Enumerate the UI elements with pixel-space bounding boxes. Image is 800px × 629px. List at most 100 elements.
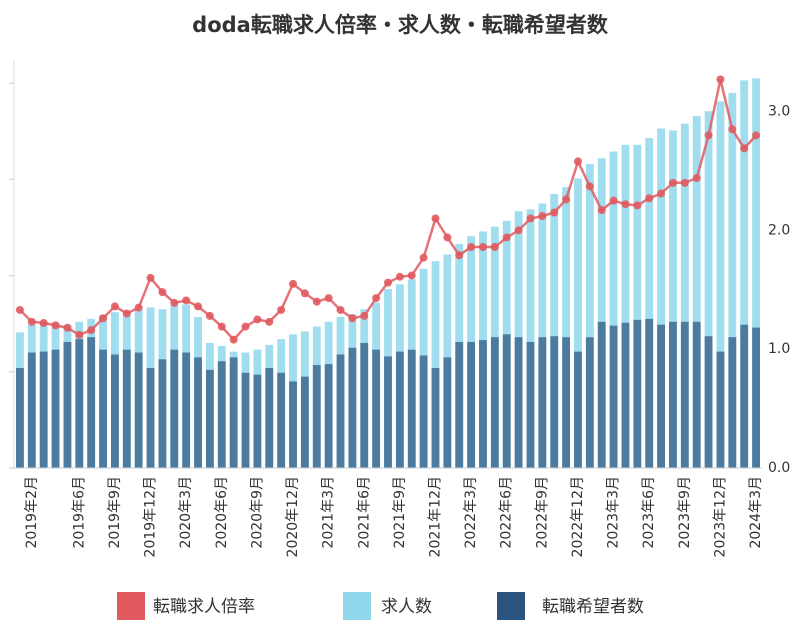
bar (550, 193, 559, 468)
bar (692, 115, 701, 468)
line-marker (63, 323, 72, 332)
bar (348, 347, 357, 468)
line-marker (621, 200, 630, 209)
bar (360, 342, 369, 468)
bar (431, 261, 440, 468)
bar (443, 357, 452, 468)
line-marker (657, 189, 666, 198)
line-marker (300, 289, 309, 298)
line-marker (573, 157, 582, 166)
line-marker (15, 305, 24, 314)
bar (27, 352, 36, 468)
line-marker (716, 75, 725, 84)
line-marker (407, 271, 416, 280)
line-marker (550, 208, 559, 217)
line-marker (336, 305, 345, 314)
line-marker (122, 309, 131, 318)
bar (51, 349, 60, 468)
bar (265, 367, 274, 468)
line-marker (419, 253, 428, 262)
bar (467, 341, 476, 468)
line-marker (704, 131, 713, 140)
bar (633, 319, 642, 468)
x-tick-label: 2021年12月 (427, 476, 443, 557)
bar (395, 351, 404, 468)
bar (538, 203, 547, 468)
bar (407, 349, 416, 468)
bar (75, 339, 84, 468)
line-marker (455, 251, 464, 260)
bar (716, 101, 725, 468)
line-marker (110, 302, 119, 311)
line-marker (668, 178, 677, 187)
bar (63, 341, 72, 468)
line-marker (253, 315, 262, 324)
bar (752, 78, 760, 468)
line-marker (312, 297, 321, 306)
bar (597, 321, 606, 468)
line-marker (265, 317, 274, 326)
bar (146, 367, 155, 468)
x-tick-label: 2021年9月 (392, 476, 408, 549)
line-marker (170, 298, 179, 307)
line-marker (87, 326, 96, 335)
line-marker (372, 294, 381, 303)
y2-tick-label: 1.0 (768, 341, 790, 357)
line-marker (194, 302, 203, 311)
line-marker (51, 321, 60, 330)
line-marker (277, 305, 286, 314)
bar (111, 354, 119, 468)
legend-label: 求人数 (381, 597, 432, 617)
bar (170, 349, 179, 468)
x-tick-label: 2020年6月 (214, 476, 230, 549)
bar (585, 337, 594, 468)
x-tick-label: 2023年9月 (677, 476, 693, 549)
line-marker (205, 311, 214, 320)
bar (455, 341, 464, 468)
bar (372, 349, 381, 468)
line-marker (75, 330, 84, 339)
line-marker (348, 314, 357, 323)
legend-swatch (343, 592, 371, 620)
bar (39, 351, 48, 468)
x-tick-label: 2020年12月 (285, 476, 301, 557)
bar (621, 144, 630, 469)
bar (134, 352, 143, 468)
x-tick-label: 2022年9月 (534, 476, 550, 549)
x-tick-label: 2019年12月 (143, 476, 159, 557)
bar (562, 187, 571, 468)
line-marker (431, 214, 440, 223)
line-marker (289, 279, 298, 288)
bar (550, 336, 559, 468)
line-marker (324, 294, 333, 303)
bar (182, 352, 191, 468)
bar (99, 349, 107, 468)
bar (609, 151, 618, 469)
line-marker (538, 212, 547, 221)
y2-tick-label: 0.0 (768, 460, 790, 476)
x-tick-label: 2023年12月 (712, 476, 728, 557)
line-marker (241, 322, 250, 331)
x-tick-label: 2021年3月 (321, 476, 337, 549)
bar (241, 372, 250, 468)
bar (645, 318, 654, 468)
line-marker (728, 125, 737, 134)
x-tick-label: 2019年2月 (24, 476, 40, 549)
bar (645, 138, 654, 469)
bar (205, 369, 214, 468)
bar (277, 372, 286, 468)
bar (336, 354, 345, 468)
bar (253, 374, 262, 468)
bar (609, 325, 618, 468)
x-tick-label: 2019年6月 (71, 476, 87, 549)
chart-title: doda転職求人倍率・求人数・転職希望者数 (192, 13, 609, 37)
line-marker (27, 317, 36, 326)
x-tick-label: 2021年6月 (356, 476, 372, 549)
bar (633, 144, 642, 469)
x-tick-label: 2022年12月 (570, 476, 586, 557)
bar (431, 367, 440, 468)
line-marker (752, 131, 761, 140)
bar (669, 130, 677, 468)
bar (479, 340, 487, 468)
